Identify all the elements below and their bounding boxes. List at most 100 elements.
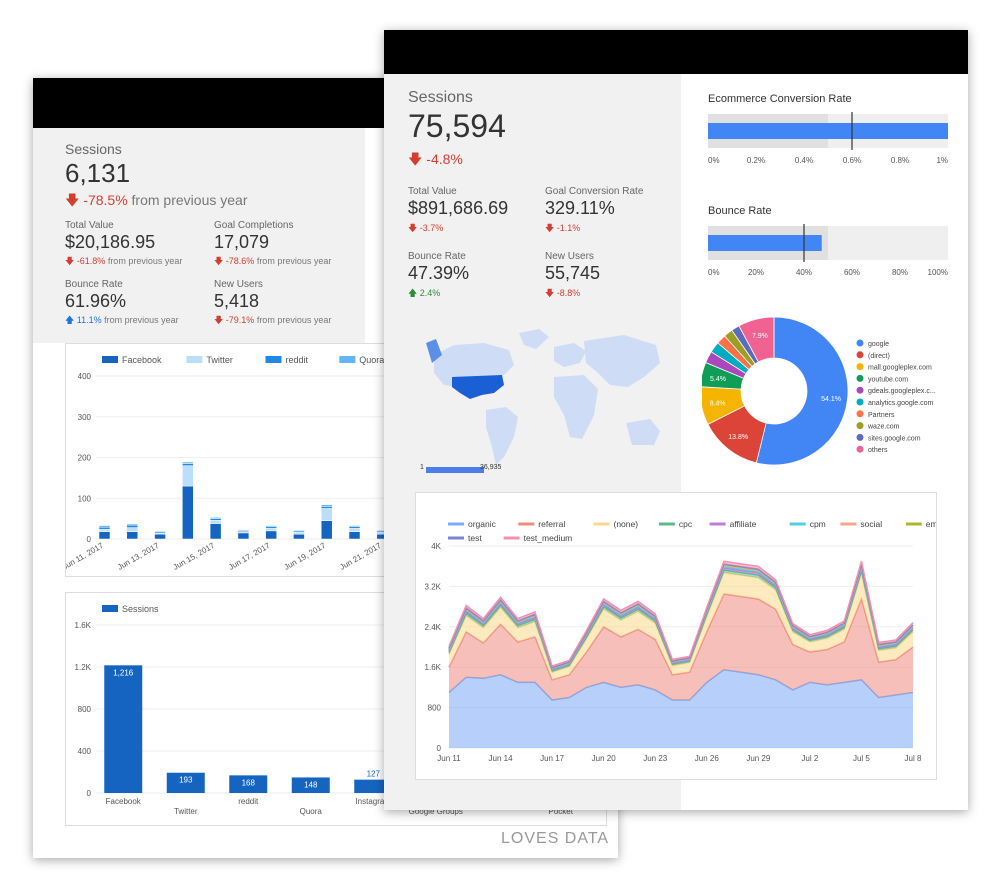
ecommerce-bullet-svg: Ecommerce Conversion Rate 0% 0.2% 0.4% 0.6% 0…	[708, 93, 948, 165]
stacked-bar-segment	[348, 528, 361, 532]
arrow-down-icon: 🡇	[408, 151, 427, 167]
legend-label: youtube.com	[868, 376, 908, 383]
arrow-up-icon: 🡅	[65, 315, 77, 325]
legend-label: (none)	[614, 519, 639, 529]
x-tick-label: 1%	[936, 156, 948, 165]
stacked-bar-segment	[293, 529, 305, 532]
kpi-bounce-rate: Bounce Rate 61.96% 🡅 11.1% from previous…	[65, 279, 179, 325]
chart-title: Bounce Rate	[708, 205, 772, 217]
stacked-bar-segment	[98, 525, 111, 528]
area-fill	[449, 593, 913, 701]
x-tick-label: Jun 17, 2017	[227, 541, 272, 572]
area-fill	[449, 669, 913, 748]
bar	[229, 775, 268, 793]
y-tick-label: 4K	[431, 542, 441, 551]
stacked-bar-segment	[126, 527, 139, 532]
legend-label: reddit	[286, 355, 309, 365]
source-donut-chart: 54.1% 13.8% 8.4% 5.4% 7.9% google (direct) mall…	[699, 313, 952, 473]
legend-label: others	[868, 447, 888, 454]
ecommerce-conversion-chart: Ecommerce Conversion Rate 0% 0.2% 0.4% 0.6% 0…	[707, 88, 952, 188]
y-tick-label: 800	[428, 704, 442, 713]
stacked-bar-segment	[265, 525, 277, 528]
map-legend-gradient	[426, 467, 484, 473]
y-tick-label: 0	[87, 535, 92, 544]
y-tick-label: 200	[78, 454, 92, 463]
stacked-bar-segment	[320, 508, 333, 521]
x-tick-label: Jul 2	[801, 754, 818, 763]
legend-label: affiliate	[730, 519, 757, 529]
x-tick-label: 0.4%	[795, 156, 813, 165]
map-europe	[554, 343, 586, 367]
legend-label: gdeals.googleplex.c...	[868, 388, 936, 395]
y-tick-label: 1.6K	[75, 621, 92, 630]
arrow-down-icon: 🡇	[65, 192, 80, 208]
x-tick-label: Jun 20	[592, 754, 617, 763]
x-tick-label: 0%	[708, 156, 720, 165]
legend-label: sites.google.com	[868, 435, 921, 442]
x-tick-label: 0.2%	[747, 156, 765, 165]
sessions-value: 6,131	[65, 158, 131, 188]
data-label: 127	[367, 770, 381, 779]
front-report-page: Sessions 75,594 🡇 -4.8% Total Value $891…	[384, 30, 968, 810]
legend-swatch	[102, 356, 118, 363]
sessions-delta: 🡇 -4.8%	[408, 151, 463, 167]
area-line	[448, 560, 914, 667]
stacked-bar-segment	[154, 530, 166, 532]
donut-label: 7.9%	[752, 333, 768, 340]
x-tick-label: 100%	[928, 268, 948, 277]
sessions-value: 75,594	[408, 108, 506, 144]
legend-label: Partners	[868, 412, 895, 419]
x-tick-label: Jun 23	[643, 754, 668, 763]
x-tick-label: Jun 17	[540, 754, 565, 763]
data-label: 1,216	[113, 668, 134, 677]
map-australia	[626, 419, 660, 445]
arrow-down-icon: 🡇	[545, 288, 557, 298]
stacked-bar-segment	[265, 528, 277, 532]
kpi-new-users: New Users 55,745 🡇 -8.8%	[545, 251, 601, 298]
y-tick-label: 2.4K	[425, 623, 442, 632]
donut-slice	[738, 316, 775, 363]
legend-swatch	[186, 356, 203, 363]
map-asia	[584, 335, 660, 387]
x-tick-label: 0%	[708, 268, 720, 277]
bar	[291, 777, 330, 793]
x-tick-label: Jun 13, 2017	[116, 541, 161, 572]
donut-label: 54.1%	[821, 396, 841, 403]
x-tick-label: Jun 29	[746, 754, 771, 763]
bullet-value-bar	[708, 123, 948, 139]
legend-label: cpm	[810, 519, 826, 529]
bar	[104, 665, 143, 793]
kpi-goal-completions: Goal Completions 17,079 🡇 -78.6% from pr…	[214, 220, 332, 266]
bar	[166, 772, 205, 793]
map-usa	[452, 375, 504, 399]
medium-area-chart: 0 800 1.6K 2.4K 3.2K 4K organic referral (none) c…	[415, 492, 947, 780]
legend-dot	[856, 339, 864, 347]
x-tick-label: Jul 5	[853, 754, 870, 763]
map-legend-min: 1	[420, 464, 424, 471]
area-svg: 0 800 1.6K 2.4K 3.2K 4K organic referral (none) c…	[425, 519, 947, 763]
stacked-bar-segment	[182, 465, 194, 487]
arrow-down-icon: 🡇	[214, 315, 226, 325]
sessions-label: Sessions	[408, 89, 473, 106]
legend-dot	[856, 422, 864, 430]
stacked-bar-segment	[209, 517, 222, 519]
legend-label: test	[468, 533, 482, 543]
legend-label: Sessions	[122, 604, 159, 614]
x-tick-label: Jun 11, 2017	[66, 541, 105, 572]
stacked-bar-segment	[126, 531, 139, 540]
legend-swatch	[102, 605, 118, 612]
legend-label: Twitter	[206, 355, 233, 365]
stacked-bar-segment	[182, 485, 194, 540]
stacked-bar-segment	[293, 531, 305, 535]
x-tick-label: Jun 26	[695, 754, 720, 763]
y-tick-label: 1.6K	[425, 663, 442, 672]
stacked-bar-segment	[98, 526, 111, 530]
world-map	[426, 329, 660, 473]
chart-title: Ecommerce Conversion Rate	[708, 93, 852, 105]
y-tick-label: 800	[78, 705, 92, 714]
x-tick-label: Instagram	[355, 797, 391, 806]
x-tick-label: Jun 19, 2017	[283, 541, 328, 572]
legend-label: (direct)	[868, 353, 890, 360]
y-tick-label: 0	[437, 744, 442, 753]
x-tick-label: Facebook	[106, 797, 142, 806]
